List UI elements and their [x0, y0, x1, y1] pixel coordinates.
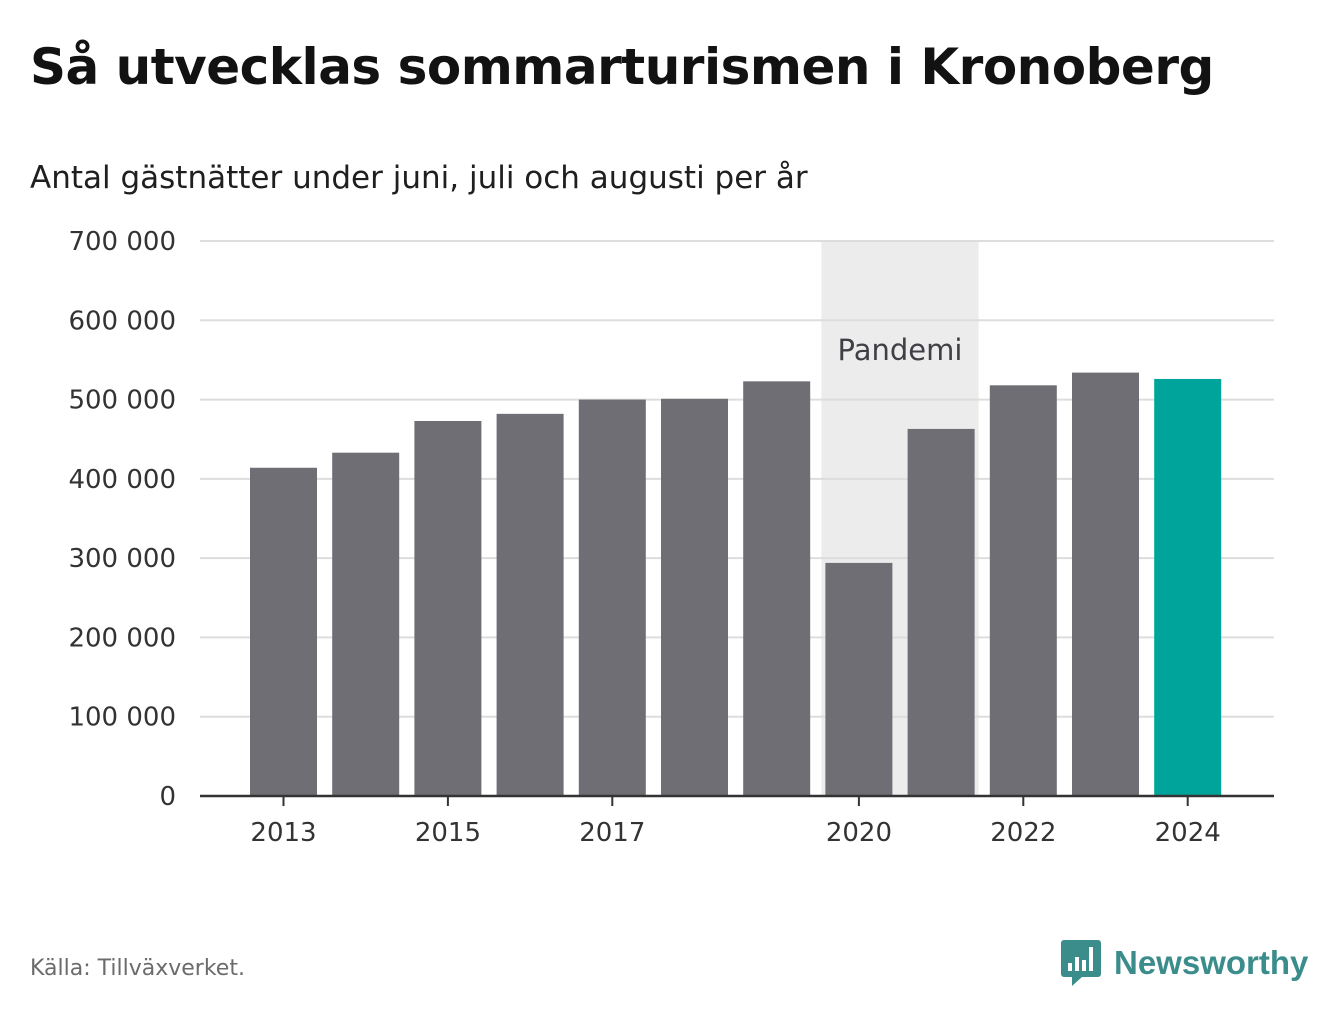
chart-subtitle: Antal gästnätter under juni, juli och au…: [30, 160, 808, 196]
y-tick-label: 400 000: [68, 465, 176, 495]
y-tick-label: 300 000: [68, 544, 176, 574]
bar-2016: [496, 413, 564, 796]
x-tick-label: 2024: [1155, 818, 1221, 848]
bar-2022: [989, 385, 1057, 796]
y-tick-label: 600 000: [68, 306, 176, 336]
source-note: Källa: Tillväxverket.: [30, 956, 245, 981]
y-tick-label: 100 000: [68, 703, 176, 733]
brand-logo: Newsworthy: [1060, 938, 1308, 988]
x-tick-label: 2020: [826, 818, 892, 848]
y-tick-label: 500 000: [68, 386, 176, 416]
x-tick-label: 2015: [415, 818, 481, 848]
axis-layer: 0 100 000 200 000 300 000 400 000 500 000 600 …: [68, 227, 1274, 848]
bar-2023: [1072, 372, 1139, 796]
bar-2019: [743, 381, 811, 796]
bar-2024: [1154, 378, 1222, 796]
y-tick-label: 200 000: [68, 623, 176, 653]
bar-2017: [578, 399, 646, 796]
bar-2014: [332, 452, 400, 796]
x-tick-label: 2017: [579, 818, 645, 848]
chart-title: Så utvecklas sommarturismen i Kronoberg: [30, 38, 1214, 96]
bar-2018: [661, 398, 728, 796]
y-tick-label: 0: [159, 782, 176, 812]
bar-2013: [250, 467, 317, 796]
bar-chart: Pandemi 0 100 000 200 000 300 000 400 000 500…: [68, 227, 1274, 848]
pandemic-band-label: Pandemi: [838, 333, 963, 367]
brand-name: Newsworthy: [1114, 944, 1309, 981]
bar-layer: [250, 372, 1222, 796]
y-tick-label: 700 000: [68, 227, 176, 257]
x-tick-label: 2022: [990, 818, 1056, 848]
x-tick-label: 2013: [250, 818, 316, 848]
bar-2021: [907, 428, 975, 796]
newsworthy-logo-icon: [1061, 940, 1101, 986]
bar-2015: [414, 420, 482, 796]
bar-2020: [825, 562, 893, 796]
